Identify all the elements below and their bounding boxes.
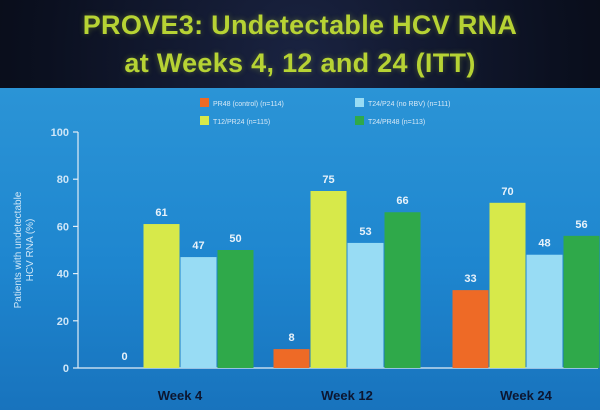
title-line-1: PROVE3: Undetectable HCV RNA [82, 10, 518, 40]
data-label: 8 [288, 332, 294, 344]
data-label: 0 [121, 351, 127, 363]
data-label: 75 [322, 174, 334, 186]
data-label: 66 [396, 195, 408, 207]
legend-label: PR48 (control) (n=114) [213, 101, 284, 108]
bar [143, 224, 180, 368]
x-tick-label: Week 12 [321, 388, 373, 403]
data-label: 61 [155, 207, 167, 219]
y-tick-label: 40 [57, 269, 69, 281]
title-line-2: at Weeks 4, 12 and 24 (ITT) [124, 48, 476, 78]
bar [310, 191, 347, 368]
x-tick-label: Week 4 [158, 388, 203, 403]
data-label: 47 [192, 240, 204, 252]
bar [347, 242, 384, 368]
bar [563, 235, 600, 368]
data-label: 33 [464, 273, 476, 285]
data-label: 50 [229, 233, 241, 245]
legend-swatch [200, 98, 209, 107]
data-label: 56 [575, 219, 587, 231]
y-tick-label: 60 [57, 221, 69, 233]
legend-label: T12/PR24 (n=115) [213, 119, 270, 126]
bar [489, 202, 526, 368]
bar [384, 212, 421, 368]
y-tick-label: 20 [57, 316, 69, 328]
bar [526, 254, 563, 368]
y-tick-label: 80 [57, 174, 69, 186]
bar [452, 290, 489, 368]
bar [217, 250, 254, 368]
data-label: 70 [501, 186, 513, 198]
slide-title: PROVE3: Undetectable HCV RNA at Weeks 4,… [0, 6, 600, 82]
y-tick-label: 0 [63, 363, 69, 375]
data-label: 53 [359, 226, 371, 238]
bar [180, 257, 217, 368]
chart-panel: 0 20 40 60 80 100 Patients with undetectable HC… [0, 88, 600, 410]
y-axis-title-line-2: HCV RNA (%) [25, 219, 36, 282]
legend-swatch [200, 116, 209, 125]
bar [273, 349, 310, 368]
legend-swatch [355, 98, 364, 107]
data-label: 48 [538, 238, 550, 250]
legend-label: T24/PR48 (n=113) [368, 119, 425, 126]
legend-swatch [355, 116, 364, 125]
x-tick-label: Week 24 [500, 388, 553, 403]
legend-label: T24/P24 (no RBV) (n=111) [368, 101, 450, 108]
y-tick-label: 100 [51, 127, 69, 139]
y-axis-title-line-1: Patients with undetectable [13, 191, 24, 308]
